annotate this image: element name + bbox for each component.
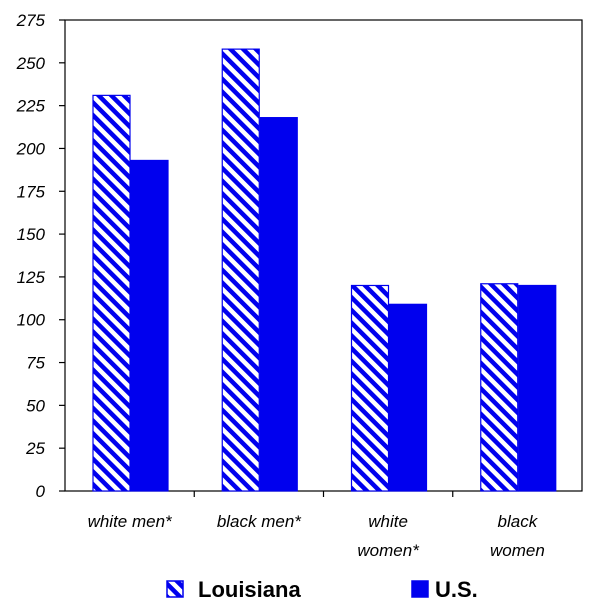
y-tick-label: 0 bbox=[36, 482, 46, 501]
y-tick-label: 225 bbox=[16, 97, 46, 116]
x-category-label: women bbox=[490, 541, 545, 560]
bar-us-1 bbox=[259, 117, 298, 492]
legend-label-us: U.S. bbox=[435, 577, 478, 602]
bar-louisiana-0 bbox=[92, 94, 131, 492]
x-category-label: women* bbox=[357, 541, 420, 560]
y-tick-label: 75 bbox=[26, 354, 45, 373]
legend: Louisiana U.S. bbox=[166, 577, 478, 602]
y-tick-label: 275 bbox=[16, 11, 46, 30]
legend-swatch-us bbox=[411, 580, 429, 598]
x-category-label: black men* bbox=[217, 512, 302, 531]
y-tick-label: 150 bbox=[17, 225, 46, 244]
bar-us-3 bbox=[518, 284, 557, 492]
bar-louisiana-1 bbox=[221, 48, 260, 492]
y-tick-label: 125 bbox=[17, 268, 46, 287]
plot-area: 0 25 50 75 100 125 150 175 200 225 250 275 white men… bbox=[16, 11, 583, 560]
y-tick-label: 200 bbox=[16, 139, 46, 158]
legend-swatch-louisiana bbox=[166, 580, 184, 598]
bar-louisiana-2 bbox=[350, 284, 390, 492]
y-tick-label: 250 bbox=[16, 54, 46, 73]
y-tick-label: 175 bbox=[17, 182, 46, 201]
bar-louisiana-3 bbox=[480, 283, 519, 492]
x-category-label: white men* bbox=[88, 512, 173, 531]
bar-us-2 bbox=[388, 303, 428, 492]
x-category-label: black bbox=[498, 512, 539, 531]
legend-label-louisiana: Louisiana bbox=[198, 577, 301, 602]
y-tick-label: 100 bbox=[17, 311, 46, 330]
x-category-label: white bbox=[368, 512, 408, 531]
y-tick-label: 25 bbox=[25, 439, 45, 458]
bar-us-0 bbox=[130, 159, 169, 492]
y-tick-label: 50 bbox=[26, 396, 45, 415]
